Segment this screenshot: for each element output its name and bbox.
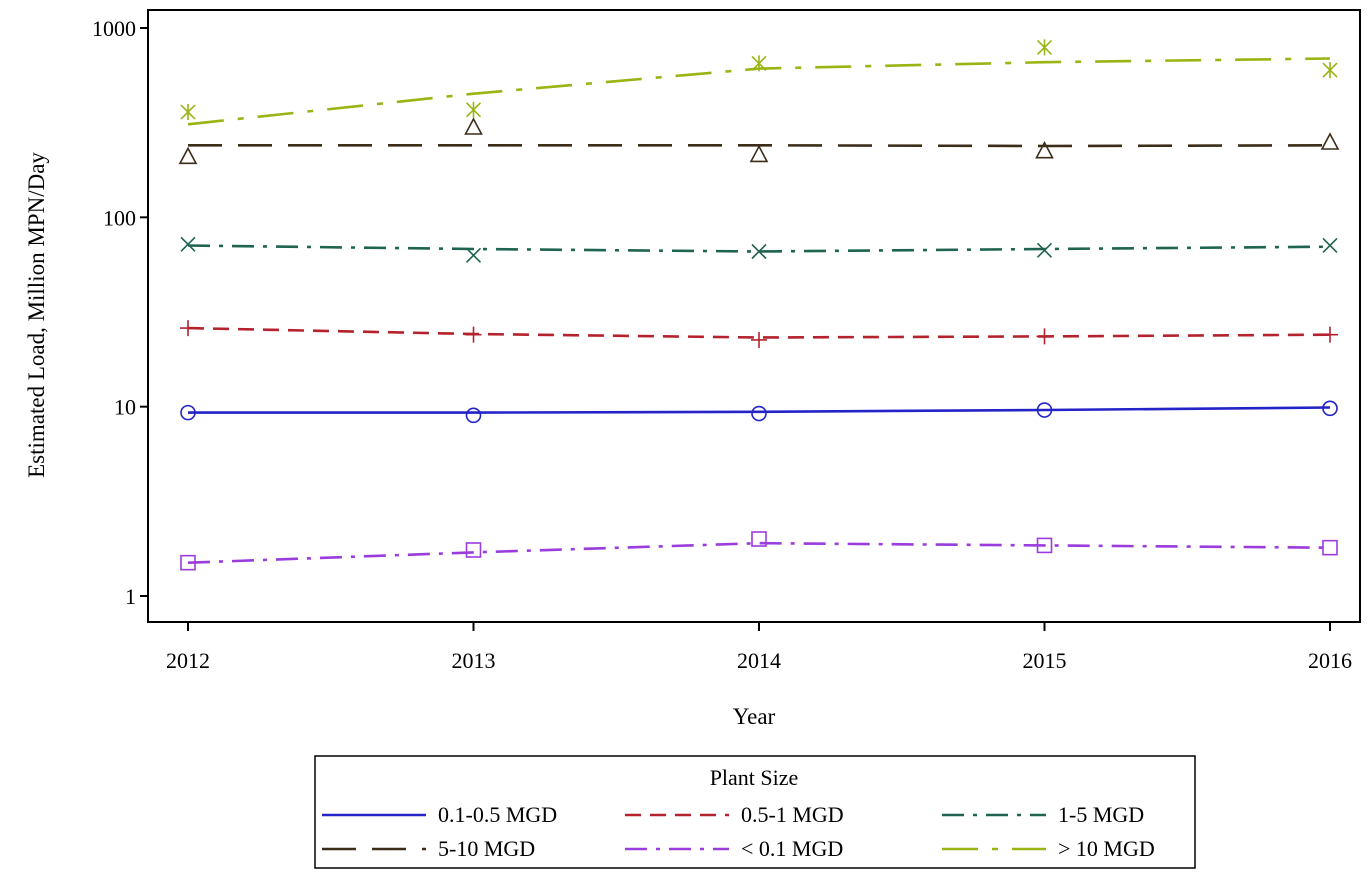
x-tick-label: 2016 (1308, 648, 1352, 673)
data-point (180, 404, 196, 421)
data-point (180, 320, 196, 337)
data-point (1036, 328, 1053, 345)
x-tick-label: 2013 (452, 648, 496, 673)
legend-label: 5-10 MGD (438, 836, 535, 861)
legend-title: Plant Size (710, 765, 799, 790)
legend-item: < 0.1 MGD (625, 836, 843, 861)
data-point (1320, 132, 1340, 150)
legend-label: < 0.1 MGD (741, 836, 843, 861)
data-point (465, 101, 482, 118)
data-point (180, 236, 196, 252)
data-point (751, 331, 767, 348)
series-layer (178, 39, 1340, 571)
legend-label: 1-5 MGD (1058, 802, 1144, 827)
y-tick-label: 1 (125, 584, 136, 609)
data-point (751, 243, 767, 260)
data-point (1322, 400, 1338, 417)
data-point (749, 144, 769, 163)
y-tick-label: 100 (103, 205, 136, 230)
y-tick-label: 10 (114, 395, 136, 420)
data-point (751, 531, 767, 547)
x-axis: 2012 2013 2014 2015 2016 (166, 622, 1352, 673)
data-point (751, 55, 767, 72)
data-point (180, 554, 196, 571)
series-3 (178, 117, 1340, 165)
legend-item: 1-5 MGD (942, 802, 1144, 827)
data-point (465, 542, 482, 558)
data-point (1036, 242, 1053, 258)
series-line (188, 406, 1331, 414)
legend-label: > 10 MGD (1058, 836, 1155, 861)
data-point (1322, 539, 1338, 556)
data-point (1036, 402, 1053, 418)
x-tick-label: 2014 (737, 648, 781, 673)
y-axis-label: Estimated Load, Million MPN/Day (24, 152, 49, 478)
data-point (1322, 326, 1338, 343)
data-point (465, 326, 482, 343)
series-1 (180, 320, 1338, 348)
plot-frame (147, 9, 1361, 623)
legend-item: 5-10 MGD (322, 836, 535, 861)
data-point (464, 117, 483, 135)
data-point (1322, 237, 1338, 254)
legend-item: > 10 MGD (942, 836, 1155, 861)
x-tick-label: 2015 (1023, 648, 1067, 673)
data-point (1036, 39, 1053, 56)
data-point (1036, 537, 1053, 554)
data-point (1322, 62, 1338, 79)
y-axis: 1 10 100 1000 (92, 16, 148, 609)
data-point (465, 247, 482, 263)
data-point (1035, 140, 1054, 159)
series-0 (180, 400, 1338, 424)
legend-frame (314, 755, 1196, 869)
legend-item: 0.1-0.5 MGD (322, 802, 557, 827)
series-2 (180, 236, 1338, 263)
legend-label: 0.5-1 MGD (741, 802, 844, 827)
data-point (178, 146, 198, 165)
x-axis-label: Year (733, 704, 776, 729)
series-line (187, 326, 1331, 339)
legend-label: 0.1-0.5 MGD (438, 802, 557, 827)
legend: Plant Size 0.1-0.5 MGD 0.5-1 MGD 1-5 MGD 5-… (314, 755, 1196, 869)
series-4 (180, 531, 1338, 571)
data-point (751, 405, 767, 422)
legend-item: 0.5-1 MGD (625, 802, 844, 827)
series-line (187, 541, 1331, 564)
data-point (180, 104, 196, 121)
legend-items: 0.1-0.5 MGD 0.5-1 MGD 1-5 MGD 5-10 MGD < 0.1… (322, 802, 1155, 861)
series-line (187, 244, 1331, 253)
x-tick-label: 2012 (166, 648, 210, 673)
y-tick-label: 1000 (92, 16, 136, 41)
data-point (465, 407, 482, 424)
series-5 (180, 39, 1338, 126)
